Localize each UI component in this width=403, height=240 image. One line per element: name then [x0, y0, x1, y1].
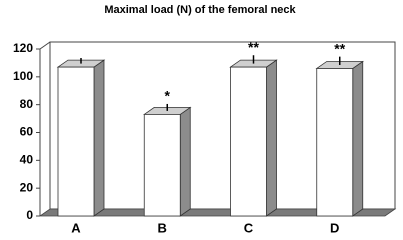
y-tick-label: 60: [20, 125, 34, 139]
x-tick-label: D: [330, 220, 339, 235]
y-tick-label: 20: [20, 180, 34, 194]
floor: [38, 208, 397, 217]
bar: [316, 68, 354, 217]
bar: [143, 114, 181, 217]
y-tick-label: 100: [13, 69, 33, 83]
side-wall-top: [39, 41, 51, 50]
y-tick-label: 120: [13, 41, 33, 55]
bar-side: [93, 59, 105, 217]
y-tick-label: 0: [26, 208, 33, 222]
y-tick-label: 40: [20, 153, 34, 167]
x-tick-label: C: [244, 220, 254, 235]
significance-label: **: [334, 40, 345, 56]
x-tick-label: B: [158, 220, 167, 235]
bar-side: [352, 60, 364, 217]
bar-side: [179, 106, 191, 217]
y-tick-label: 80: [20, 97, 34, 111]
bar: [230, 66, 267, 217]
significance-label: *: [165, 88, 171, 104]
chart-title: Maximal load (N) of the femoral neck: [104, 4, 296, 16]
x-tick-label: A: [71, 220, 81, 235]
bar-side: [266, 59, 277, 217]
significance-label: **: [248, 39, 259, 55]
bar: [57, 66, 95, 217]
